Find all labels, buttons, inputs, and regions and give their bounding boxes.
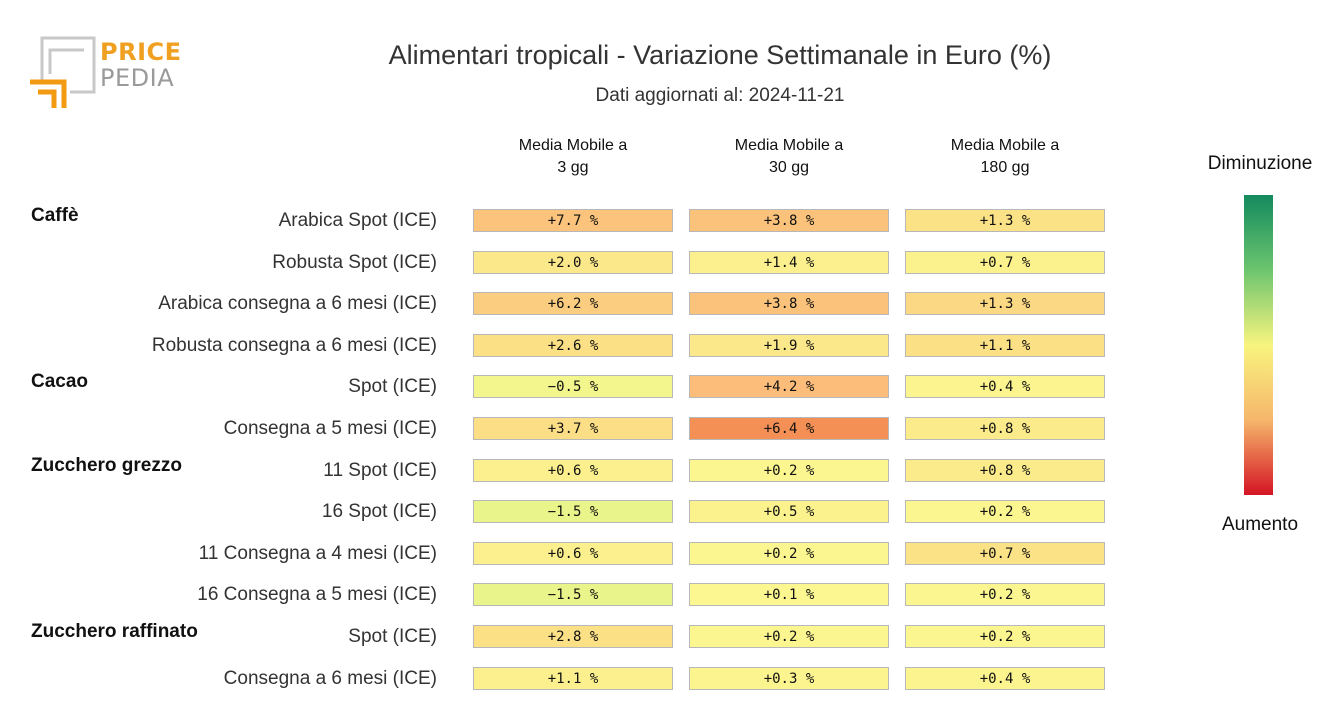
- heatmap-cell: +0.3 %: [689, 666, 889, 690]
- row-label: 16 Spot (ICE): [321, 501, 437, 523]
- heatmap-cell: +7.7 %: [473, 209, 673, 232]
- heatmap-cell: +0.2 %: [689, 541, 889, 565]
- heatmap-cell: +6.2 %: [473, 292, 673, 316]
- legend-label-decrease: Diminuzione: [1207, 153, 1313, 174]
- group-label: Zucchero grezzo: [31, 454, 182, 476]
- heatmap-cell: +0.6 %: [473, 458, 673, 482]
- heatmap-cell: +1.9 %: [689, 333, 889, 357]
- heatmap-cell: +0.7 %: [905, 541, 1105, 565]
- row-label: Spot (ICE): [348, 626, 437, 647]
- heatmap-cell: +6.4 %: [689, 417, 889, 440]
- heatmap-cell: +1.3 %: [905, 292, 1105, 316]
- heatmap-cell: +0.1 %: [689, 583, 889, 607]
- row-label: Robusta consegna a 6 mesi (ICE): [151, 334, 437, 356]
- logo-text-pedia: PEDIA: [100, 64, 175, 92]
- group-label: Cacao: [31, 371, 89, 393]
- row-label: 11 Consegna a 4 mesi (ICE): [198, 542, 437, 564]
- legend-color-scale: [1244, 195, 1273, 495]
- row-label: 11 Spot (ICE): [323, 459, 437, 481]
- heatmap-cell: +3.8 %: [689, 209, 889, 232]
- heatmap-cell: +0.2 %: [905, 625, 1105, 648]
- row-label: Arabica consegna a 6 mesi (ICE): [158, 293, 437, 315]
- heatmap-cell: +1.4 %: [689, 250, 889, 274]
- heatmap-cell: +3.8 %: [689, 292, 889, 316]
- column-header-30gg: Media Mobile a 30 gg: [734, 137, 844, 176]
- heatmap-cell: +0.4 %: [905, 666, 1105, 690]
- heatmap-cell: +0.7 %: [905, 250, 1105, 274]
- heatmap-cell: +0.2 %: [689, 458, 889, 482]
- row-label: Consegna a 6 mesi (ICE): [223, 667, 437, 689]
- heatmap-cell: +2.6 %: [473, 333, 673, 357]
- heatmap-cell: +0.6 %: [473, 541, 673, 565]
- heatmap-cell: +0.4 %: [905, 375, 1105, 399]
- heatmap-cell: +0.5 %: [689, 500, 889, 524]
- heatmap-cell: +0.2 %: [905, 583, 1105, 607]
- heatmap-cell: +0.2 %: [689, 625, 889, 648]
- heatmap-cell: −1.5 %: [473, 583, 673, 607]
- row-label: Spot (ICE): [348, 376, 437, 398]
- row-label: Robusta Spot (ICE): [272, 251, 437, 273]
- chart-title: Alimentari tropicali - Variazione Settim…: [388, 40, 1052, 70]
- legend-label-increase: Aumento: [1221, 514, 1299, 535]
- column-header-180gg: Media Mobile a 180 gg: [950, 137, 1060, 176]
- heatmap-cell: +3.7 %: [473, 417, 673, 440]
- heatmap-cell: +4.2 %: [689, 375, 889, 399]
- row-label: Consegna a 5 mesi (ICE): [223, 418, 437, 439]
- heatmap-cell: +0.8 %: [905, 458, 1105, 482]
- pricepedia-logo: [30, 36, 96, 108]
- heatmap-cell: −0.5 %: [473, 375, 673, 399]
- heatmap-cell: +0.8 %: [905, 417, 1105, 440]
- row-label: Arabica Spot (ICE): [278, 210, 437, 231]
- heatmap-cell: +1.3 %: [905, 209, 1105, 232]
- chart-subtitle: Dati aggiornati al: 2024-11-21: [595, 85, 845, 106]
- group-label: Zucchero raffinato: [31, 621, 198, 642]
- heatmap-cell: +1.1 %: [473, 666, 673, 690]
- heatmap-cell: +2.8 %: [473, 625, 673, 648]
- heatmap-cell: +1.1 %: [905, 333, 1105, 357]
- logo-text-price: PRICE: [100, 38, 182, 66]
- heatmap-cell: +2.0 %: [473, 250, 673, 274]
- row-label: 16 Consegna a 5 mesi (ICE): [197, 584, 437, 606]
- heatmap-cell: −1.5 %: [473, 500, 673, 524]
- group-label: Caffè: [31, 205, 79, 226]
- column-header-3gg: Media Mobile a 3 gg: [518, 137, 628, 176]
- heatmap-cell: +0.2 %: [905, 500, 1105, 524]
